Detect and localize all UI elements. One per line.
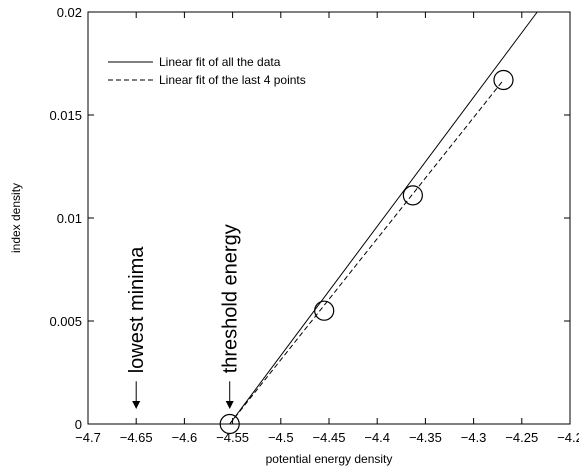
fit-lines	[229, 11, 538, 425]
legend-label-dashed: Linear fit of the last 4 points	[159, 73, 306, 87]
x-tick-label: −4.3	[461, 430, 487, 445]
x-tick-label: −4.35	[409, 430, 442, 445]
y-tick-label: 0.02	[57, 5, 82, 20]
y-tick-label: 0	[75, 417, 82, 432]
data-point	[493, 69, 514, 91]
x-tick-label: −4.2	[557, 430, 579, 445]
x-axis-label: potential energy density	[266, 452, 393, 466]
y-axis-label: index density	[9, 183, 23, 253]
x-tick-label: −4.55	[216, 430, 249, 445]
data-point	[314, 300, 335, 321]
data-point	[219, 413, 240, 435]
lowest-minima-arrow-head	[132, 401, 141, 409]
x-tick-label: −4.4	[364, 430, 390, 445]
axis-tick-labels: −4.7 −4.65 −4.6 −4.55 −4.5 −4.45 −4.4 −4.35 −4.3…	[49, 5, 579, 445]
legend-label-solid: Linear fit of all the data	[159, 55, 281, 69]
x-tick-label: −4.25	[505, 430, 538, 445]
x-tick-label: −4.45	[313, 430, 346, 445]
x-tick-label: −4.5	[268, 430, 294, 445]
x-tick-label: −4.7	[75, 430, 101, 445]
data-point	[402, 185, 423, 206]
data-points	[219, 69, 514, 435]
fit-line-last-4-points	[229, 79, 504, 425]
threshold-energy-arrow-head	[225, 401, 234, 409]
lowest-minima-label: lowest minima	[126, 246, 148, 374]
y-tick-label: 0.01	[57, 211, 82, 226]
x-tick-label: −4.65	[120, 430, 153, 445]
y-tick-label: 0.015	[49, 108, 82, 123]
annotations: lowest minima threshold energy	[126, 224, 242, 409]
y-tick-label: 0.005	[49, 314, 82, 329]
legend: Linear fit of all the data Linear fit of…	[108, 55, 306, 87]
fit-line-all-data	[229, 11, 538, 425]
axis-ticks	[87, 11, 571, 425]
x-tick-label: −4.6	[172, 430, 198, 445]
threshold-energy-label: threshold energy	[220, 224, 242, 373]
